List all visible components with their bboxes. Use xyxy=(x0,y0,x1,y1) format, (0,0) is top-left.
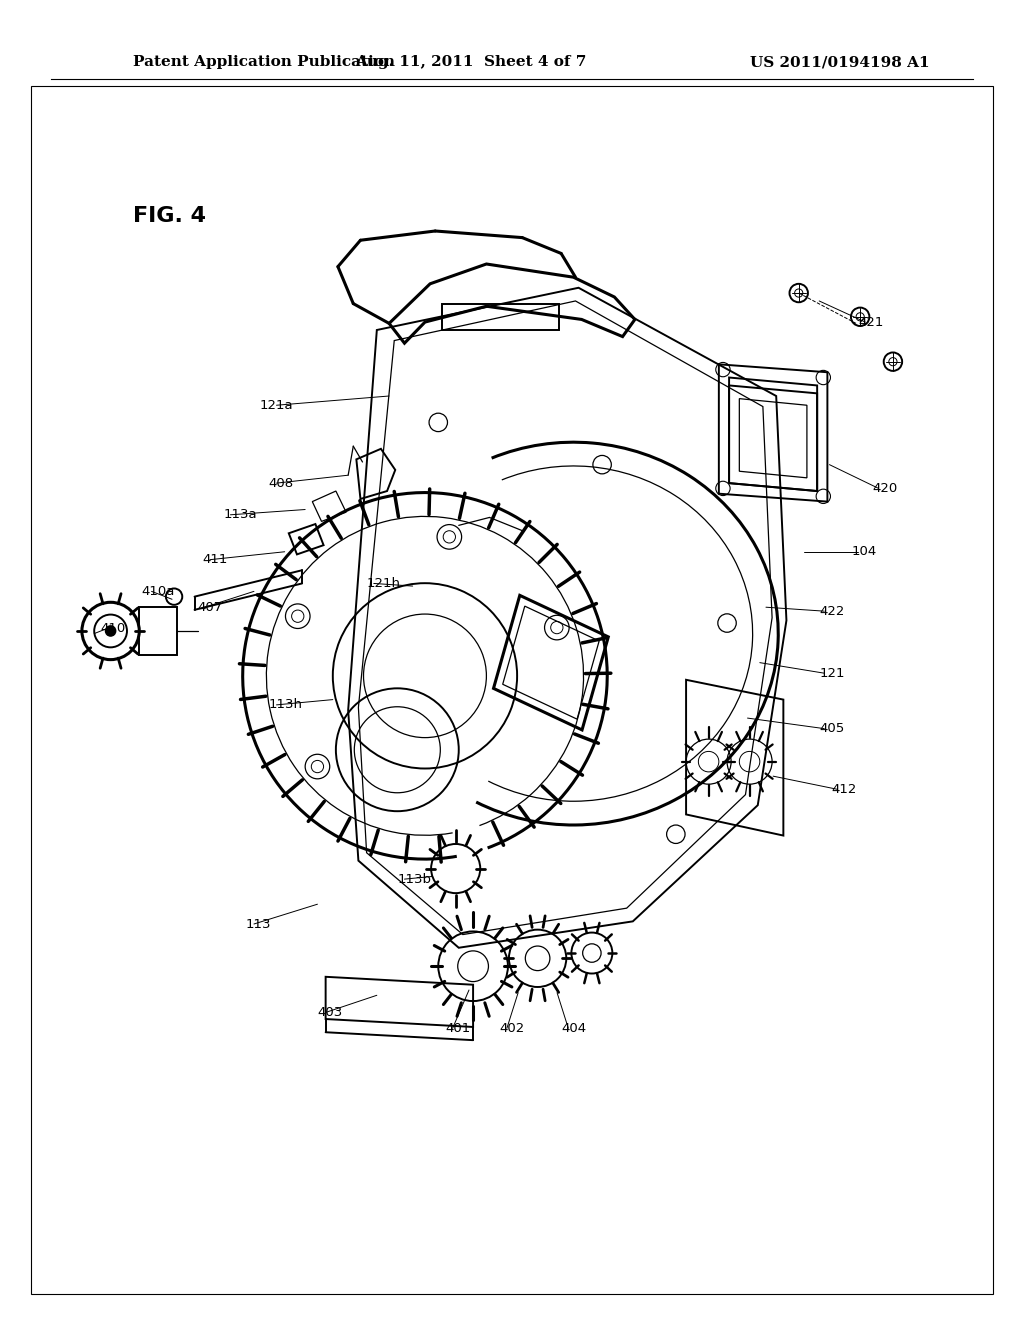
Text: 408: 408 xyxy=(268,477,294,490)
Text: 113h: 113h xyxy=(268,698,302,711)
Text: Patent Application Publication: Patent Application Publication xyxy=(133,55,395,69)
Text: 411: 411 xyxy=(203,553,228,566)
Text: 405: 405 xyxy=(819,722,845,735)
Text: 404: 404 xyxy=(561,1022,587,1035)
Text: 402: 402 xyxy=(500,1022,525,1035)
Text: US 2011/0194198 A1: US 2011/0194198 A1 xyxy=(750,55,930,69)
Text: 104: 104 xyxy=(852,545,878,558)
Text: 401: 401 xyxy=(445,1022,471,1035)
Text: 121h: 121h xyxy=(367,577,400,590)
Text: 412: 412 xyxy=(831,783,857,796)
Text: 113: 113 xyxy=(246,917,271,931)
Text: 422: 422 xyxy=(819,605,845,618)
Circle shape xyxy=(105,626,116,636)
Text: Aug. 11, 2011  Sheet 4 of 7: Aug. 11, 2011 Sheet 4 of 7 xyxy=(355,55,587,69)
Text: 113b: 113b xyxy=(397,873,431,886)
Text: 121: 121 xyxy=(819,667,845,680)
Text: FIG. 4: FIG. 4 xyxy=(133,206,206,227)
Text: 420: 420 xyxy=(872,482,898,495)
Text: 410: 410 xyxy=(100,622,126,635)
Text: 121a: 121a xyxy=(259,399,293,412)
Text: 421: 421 xyxy=(858,315,884,329)
Text: 113a: 113a xyxy=(223,508,257,521)
Text: 403: 403 xyxy=(317,1006,343,1019)
Text: 407: 407 xyxy=(198,601,223,614)
Text: 410a: 410a xyxy=(141,585,175,598)
